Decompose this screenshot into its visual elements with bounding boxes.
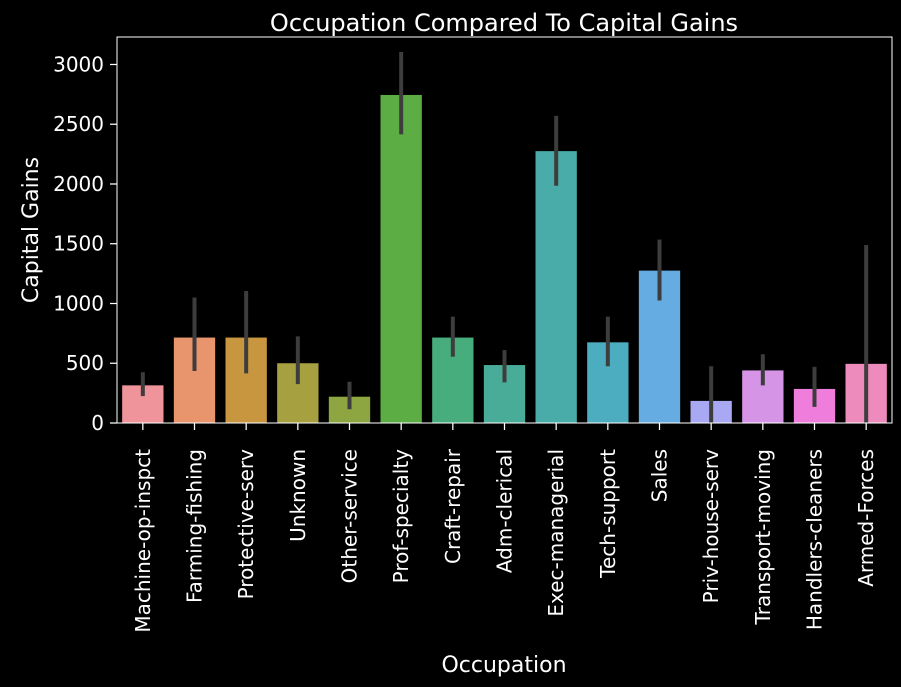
x-tick-label: Farming-fishing: [183, 449, 207, 603]
y-tick-label: 500: [66, 351, 104, 375]
x-tick-label: Other-service: [338, 449, 362, 583]
x-tick-label: Tech-support: [596, 449, 620, 579]
x-tick-label: Handlers-cleaners: [803, 449, 827, 630]
x-tick-label: Transport-moving: [751, 449, 775, 626]
plot-area: 0 500 1000 1500 2000 2500 3000 Machine-op-inspc…: [53, 51, 887, 633]
bar-prof-specialty: [380, 94, 422, 424]
x-tick-label: Machine-op-inspct: [131, 449, 155, 633]
y-tick-label: 1500: [53, 232, 104, 256]
bar-exec-managerial: [535, 151, 577, 423]
x-axis-label: Occupation: [441, 653, 566, 678]
x-tick-label: Craft-repair: [441, 448, 465, 564]
x-tick-label: Exec-managerial: [544, 449, 568, 617]
y-tick-label: 3000: [53, 52, 104, 76]
plot-frame: [116, 36, 893, 424]
x-tick-label: Sales: [648, 449, 672, 502]
y-tick-label: 0: [91, 411, 104, 435]
x-tick-label: Protective-serv: [234, 449, 258, 600]
x-tick-label: Priv-house-serv: [699, 449, 723, 603]
chart-title: Occupation Compared To Capital Gains: [270, 9, 738, 37]
y-tick-label: 2000: [53, 172, 104, 196]
y-axis-label: Capital Gains: [19, 157, 44, 303]
x-tick-label: Unknown: [286, 449, 310, 542]
x-tick-label: Adm-clerical: [493, 449, 517, 573]
x-tick-label: Armed-Forces: [854, 449, 878, 587]
x-tick-label: Prof-specialty: [389, 449, 413, 584]
y-tick-label: 2500: [53, 112, 104, 136]
y-tick-label: 1000: [53, 291, 104, 315]
